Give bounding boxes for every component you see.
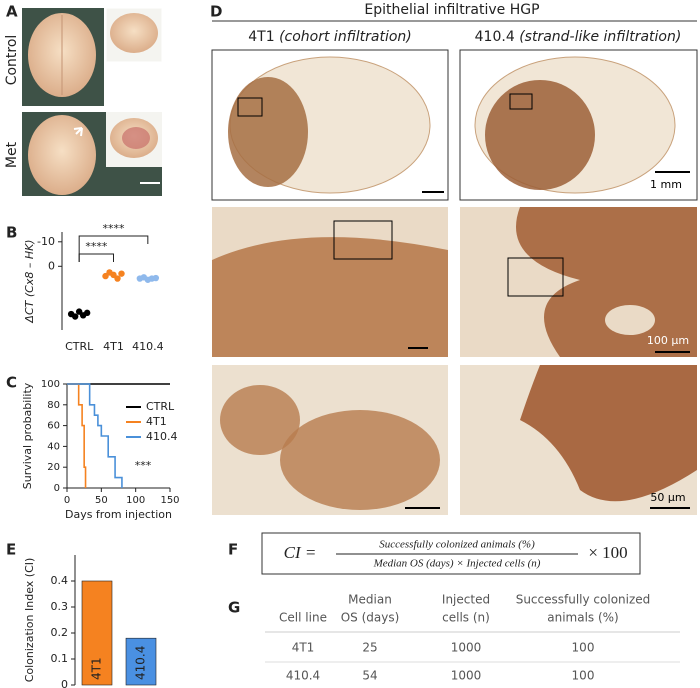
column-subtitle: (cohort infiltration) [279,29,412,45]
y-axis-label: Survival probability [21,382,34,489]
y-tick-label: -10 [37,235,55,248]
y-axis-label: ΔCT (Cx8 – HK) [23,239,36,323]
column-name: 410.4 [475,29,515,45]
y-tick-label: 100 [41,379,60,390]
y-tick-label: 0.1 [51,652,69,665]
formula-denominator: Median OS (days) × Injected cells (n) [373,558,541,570]
formula-lhs: CI = [284,543,317,562]
y-tick-label: 0 [48,259,55,272]
table-cell: 25 [362,641,377,655]
table-cell: 1000 [451,641,482,655]
x-tick-label: 4T1 [103,340,124,353]
x-tick-label: 100 [126,495,145,506]
micrograph-4t1-mid [212,207,448,357]
table-header: Median [348,593,392,607]
column-subtitle: (strand-like infiltration) [519,29,681,45]
table-header: Successfully colonized [516,593,651,607]
table-cell: 100 [572,641,595,655]
y-tick-label: 0 [61,678,68,688]
x-tick-label: 150 [160,495,179,506]
table-cell: 4T1 [292,641,315,655]
x-tick-label: 410.4 [132,340,164,353]
bar-label: 4T1 [90,657,104,680]
y-tick-label: 0.2 [51,626,69,639]
panel-label: D [210,3,222,21]
micrograph-4t1-high [212,365,448,515]
x-tick-label: CTRL [65,340,94,353]
micrograph-410-high [460,365,697,515]
bar [81,580,113,686]
table-cell: 54 [362,669,377,683]
panel-title: Epithelial infiltrative HGP [364,2,539,18]
x-axis-label: Days from injection [65,508,172,521]
table-cell: 1000 [451,669,482,683]
table-header: Cell line [279,611,327,625]
panel-label: A [6,3,18,21]
table-header: Injected [442,593,490,607]
panel-label: G [228,599,240,617]
y-tick-label: 60 [47,421,60,432]
scale-label: 50 µm [650,491,685,504]
y-tick-label: 0.4 [51,574,69,587]
x-tick-label: 50 [95,495,108,506]
survival-line [67,383,87,488]
table-header: OS (days) [341,611,400,625]
table-cell: 410.4 [286,669,320,683]
table-header: cells (n) [442,611,490,625]
micrograph-410-low [459,49,698,201]
y-tick-label: 0.3 [51,600,69,613]
panel-label: C [6,374,17,392]
row-label: Met [4,141,20,168]
column-name: 4T1 [248,29,274,45]
scale-label: 100 µm [647,334,689,347]
dot [152,274,160,282]
dot [118,270,125,277]
legend-label: CTRL [146,400,175,413]
formula-box [261,532,641,575]
significance-label: *** [135,459,152,472]
formula-multiplier: × 100 [588,543,627,562]
panel-label: B [6,224,17,242]
photo-control [22,7,163,106]
scale-label: 1 mm [650,178,682,191]
panel-label: F [228,541,238,559]
bar [125,637,157,686]
micrograph-4t1-low [211,49,449,201]
column-header: 4T1 (cohort infiltration) [248,29,412,45]
y-tick-label: 20 [47,462,60,473]
y-axis-label: Colonization Index (CI) [23,558,36,683]
dot [83,309,91,317]
y-tick-label: 0 [54,483,60,494]
significance-label: **** [85,240,108,253]
dot [71,313,79,320]
dot [114,275,121,282]
panel-label: E [6,541,16,559]
bar-label: 410.4 [134,646,148,680]
significance-bracket [78,253,114,262]
photo-met [22,112,162,196]
significance-bracket [78,235,149,262]
scale-label: 5 mm [127,84,159,97]
table-header: animals (%) [547,611,619,625]
y-tick-label: 80 [47,400,60,411]
legend-label: 4T1 [146,415,167,428]
formula-numerator: Successfully colonized animals (%) [379,539,535,551]
x-tick-label: 0 [64,495,70,506]
legend-label: 410.4 [146,430,178,443]
survival-line [67,383,123,488]
column-header: 410.4 (strand-like infiltration) [475,29,682,45]
row-label: Control [4,35,20,86]
micrograph-410-mid [460,207,697,357]
significance-label: **** [103,222,126,235]
y-tick-label: 40 [47,441,60,452]
table-cell: 100 [572,669,595,683]
